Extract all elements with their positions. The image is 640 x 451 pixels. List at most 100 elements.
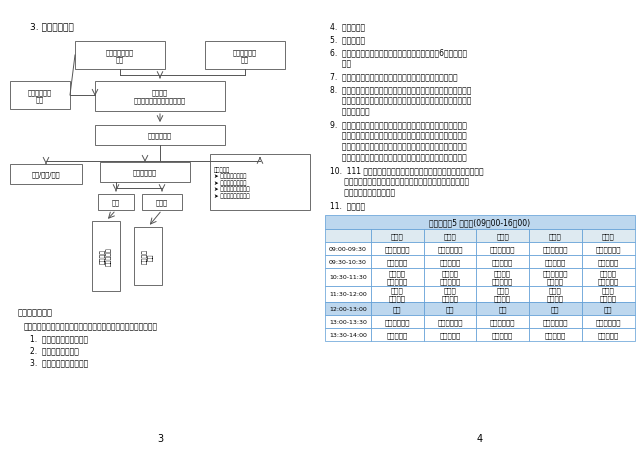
Text: 辦理天數：5 個全天(09：00-16：00): 辦理天數：5 個全天(09：00-16：00) [429,218,531,227]
Text: 13:00-13:30: 13:00-13:30 [329,319,367,324]
Text: 11:30-12:00: 11:30-12:00 [329,292,367,297]
Text: 調查個案心智評估是否是否符合資格個案或家屬提出申轉介其: 調查個案心智評估是否是否符合資格個案或家屬提出申轉介其 [330,142,467,151]
Bar [325,216,635,230]
Bar [371,302,424,315]
Bar [325,315,371,328]
Text: 本所收案
（資料蒐集建檔、進階管理）: 本所收案 （資料蒐集建檔、進階管理） [134,90,186,104]
Text: 健口操
洗手準備: 健口操 洗手準備 [600,287,617,301]
Bar [476,302,529,315]
Bar [476,315,529,328]
Text: 照管專員估量
轉介: 照管專員估量 轉介 [28,89,52,103]
Text: 8.  協助個案與照顧者建立四個網路：家庭網路、醫療資源網路、社: 8. 協助個案與照顧者建立四個網路：家庭網路、醫療資源網路、社 [330,85,472,94]
Text: 個別化活動: 個別化活動 [439,258,461,265]
Text: 個別化活動: 個別化活動 [387,331,408,338]
Text: 評估照護需求: 評估照護需求 [148,133,172,139]
Text: 認知促進
・緩和失智: 認知促進 ・緩和失智 [598,270,619,285]
Text: 關懷/訪視/認同: 關懷/訪視/認同 [32,171,60,178]
Bar [529,268,582,286]
Text: 報到、量血壓: 報到、量血壓 [385,318,410,325]
Text: 基礎照護服務: 基礎照護服務 [133,169,157,176]
Text: 星期四: 星期四 [549,233,562,239]
Text: 12:00-13:00: 12:00-13:00 [329,306,367,311]
Bar [476,286,529,302]
Text: 5.  安全看視。: 5. 安全看視。 [330,35,365,44]
Text: 星期五: 星期五 [602,233,614,239]
Text: 10.  111 年配合時節（如端午節、中秋節、風聖節及聖誕節等）規劃: 10. 111 年配合時節（如端午節、中秋節、風聖節及聖誕節等）規劃 [330,166,484,175]
Text: 3. 收費流程圖：: 3. 收費流程圖： [30,22,74,31]
Text: 午餐: 午餐 [445,305,454,312]
Bar [529,315,582,328]
Bar [325,286,371,302]
Text: 診。: 診。 [330,59,351,68]
Text: 午餐: 午餐 [604,305,612,312]
Text: 午餐: 午餐 [499,305,507,312]
Bar [371,255,424,268]
Bar [10,82,70,110]
Text: 3: 3 [157,433,163,443]
Bar [210,155,310,211]
Text: 認知促進
・緩和失智: 認知促進 ・緩和失智 [100,247,112,266]
Bar [371,315,424,328]
Text: 主管機關管理處
轉介: 主管機關管理處 轉介 [106,49,134,63]
Text: 及運用情形。: 及運用情形。 [330,107,370,116]
Text: 認知促進
・緩和失智: 認知促進 ・緩和失智 [439,270,461,285]
Text: 失智共照中心
轉介: 失智共照中心 轉介 [233,49,257,63]
Text: 13:30-14:00: 13:30-14:00 [329,332,367,337]
Bar [424,315,476,328]
Text: 個別化活動: 個別化活動 [545,331,566,338]
Bar [325,302,371,315]
Bar [371,230,424,243]
Text: 家屬訓練
課程: 家屬訓練 課程 [142,249,154,264]
Text: 11.  課程表：: 11. 課程表： [330,201,365,210]
Bar [582,255,635,268]
Text: 多元課程，並於課程中融入日常實務習作，提升個案對於時節: 多元課程，並於課程中融入日常實務習作，提升個案對於時節 [330,177,469,186]
Text: 況，如家庭、與親友及鄰居互動、健康、生活安排等，滿意度: 況，如家庭、與親友及鄰居互動、健康、生活安排等，滿意度 [330,131,467,140]
Text: 6.  轉介鄰近個案至共照中心，協助於收案後半年（6個月）內確: 6. 轉介鄰近個案至共照中心，協助於收案後半年（6個月）內確 [330,48,467,57]
Text: 健口操
洗手準備: 健口操 洗手準備 [494,287,511,301]
Bar [476,255,529,268]
Text: 之概念及維持正常生活。: 之概念及維持正常生活。 [330,188,395,197]
Text: 報到、量血壓: 報到、量血壓 [596,318,621,325]
Bar [424,255,476,268]
Text: 健口操
洗手準備: 健口操 洗手準備 [388,287,406,301]
Bar [98,194,134,211]
Text: 報到、量血壓: 報到、量血壓 [596,246,621,252]
Text: 提供失智服務對象照護及家庭照顧者支持之需求服務項目，包含：: 提供失智服務對象照護及家庭照顧者支持之需求服務項目，包含： [24,321,158,330]
Text: 個別化活動: 個別化活動 [492,258,513,265]
Text: 區網路、支持團體（含照顧者間與失智者間），並追蹤網路建立: 區網路、支持團體（含照顧者間與失智者間），並追蹤網路建立 [330,96,472,105]
Bar [476,268,529,286]
Text: （二）服務項目: （二）服務項目 [18,307,53,316]
Bar [529,243,582,255]
Text: 延緩失能認和
促進模組: 延緩失能認和 促進模組 [543,270,568,285]
Text: 個案: 個案 [112,199,120,206]
Bar [142,194,182,211]
Bar [371,328,424,341]
Text: 認知促進
・緩和失智: 認知促進 ・緩和失智 [492,270,513,285]
Bar [424,286,476,302]
Text: 個別化活動: 個別化活動 [598,258,619,265]
Text: 09:30-10:30: 09:30-10:30 [329,259,367,264]
Bar [529,328,582,341]
Bar [529,255,582,268]
Text: 健口操
洗手準備: 健口操 洗手準備 [442,287,458,301]
Bar [582,286,635,302]
Text: 資源連結：
➤ 長期照護管理中心
➤ 失智共照聯通中心
➤ 居家中心、長照團體
➤ 失智症相關保管單位: 資源連結： ➤ 長期照護管理中心 ➤ 失智共照聯通中心 ➤ 居家中心、長照團體 … [214,167,250,198]
Bar [92,221,120,291]
Text: 個別化活動: 個別化活動 [545,258,566,265]
Text: 9.  透過培訓，瞭解平日較少到失智據點參加活動及失智者生活狀: 9. 透過培訓，瞭解平日較少到失智據點參加活動及失智者生活狀 [330,120,467,129]
Text: 7.  轉介有長照需求之個案至照管中心，協助銜接長照服務。: 7. 轉介有長照需求之個案至照管中心，協助銜接長照服務。 [330,72,458,81]
Bar [529,302,582,315]
Bar [371,243,424,255]
Text: 3.  照顧者照顧訓練課程。: 3. 照顧者照顧訓練課程。 [30,357,88,366]
Bar [424,328,476,341]
Bar [582,268,635,286]
Text: 他服務，持續追蹤照護、電話關懷培訓、適時安排轉介服務。: 他服務，持續追蹤照護、電話關懷培訓、適時安排轉介服務。 [330,152,467,161]
Text: 午餐: 午餐 [551,305,559,312]
Bar [100,163,190,183]
Text: 個別化活動: 個別化活動 [492,331,513,338]
Bar [529,286,582,302]
Bar [95,126,225,146]
Bar [424,302,476,315]
Text: 午餐: 午餐 [393,305,401,312]
Bar [95,82,225,112]
